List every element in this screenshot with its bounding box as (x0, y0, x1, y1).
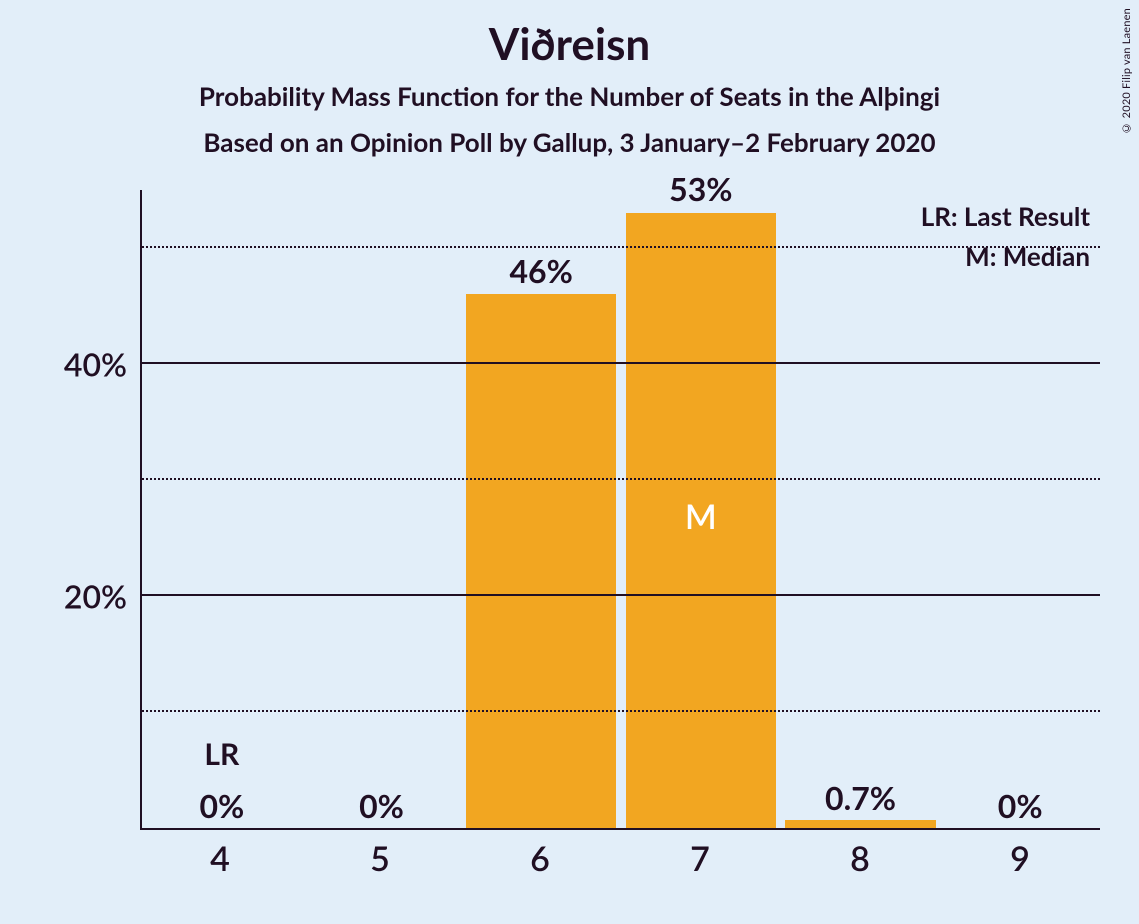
x-axis-tick-label: 7 (620, 838, 780, 879)
gridline-major: 40% (142, 362, 1100, 364)
copyright-text: © 2020 Filip van Laenen (1120, 8, 1133, 135)
legend: LR: Last Result M: Median (921, 196, 1090, 277)
chart-subtitle-1: Probability Mass Function for the Number… (0, 70, 1139, 112)
x-axis-tick-label: 9 (940, 838, 1100, 879)
y-axis-label: 20% (64, 577, 142, 616)
x-axis-tick-label: 6 (460, 838, 620, 879)
chart-area: 0%LR0%46%53%M0.7%0% LR: Last Result M: M… (60, 190, 1100, 880)
bar-slot: 0% (940, 190, 1100, 828)
bar-value-label: 0% (142, 786, 302, 825)
last-result-marker: LR (142, 736, 302, 772)
x-axis-tick-label: 5 (300, 838, 460, 879)
bar-value-label: 53% (621, 169, 781, 208)
gridline-minor (142, 246, 1100, 248)
x-axis-tick-label: 4 (140, 838, 300, 879)
median-marker: M (621, 496, 781, 537)
legend-lr: LR: Last Result (921, 196, 1090, 236)
plot-area: 0%LR0%46%53%M0.7%0% LR: Last Result M: M… (140, 190, 1100, 830)
x-axis-tick-label: 8 (780, 838, 940, 879)
legend-m: M: Median (921, 236, 1090, 276)
x-axis-labels: 456789 (140, 838, 1100, 879)
bar-slot: 53%M (621, 190, 781, 828)
bar-value-label: 0.7% (781, 778, 941, 817)
bar-slot: 46% (461, 190, 621, 828)
bar-slot: 0% (302, 190, 462, 828)
gridline-minor (142, 478, 1100, 480)
bar-value-label: 0% (302, 786, 462, 825)
bar-slot: 0.7% (781, 190, 941, 828)
gridline-major: 20% (142, 594, 1100, 596)
gridline-minor (142, 710, 1100, 712)
bar-value-label: 46% (461, 251, 621, 290)
bar (785, 820, 935, 828)
bar-slot: 0% LR (142, 190, 302, 828)
y-axis-label: 40% (64, 345, 142, 384)
bars-container: 0%LR0%46%53%M0.7%0% (142, 190, 1100, 828)
chart-title: Viðreisn (0, 0, 1139, 70)
bar-value-label: 0% (940, 786, 1100, 825)
bar (466, 294, 616, 828)
chart-subtitle-2: Based on an Opinion Poll by Gallup, 3 Ja… (0, 112, 1139, 158)
